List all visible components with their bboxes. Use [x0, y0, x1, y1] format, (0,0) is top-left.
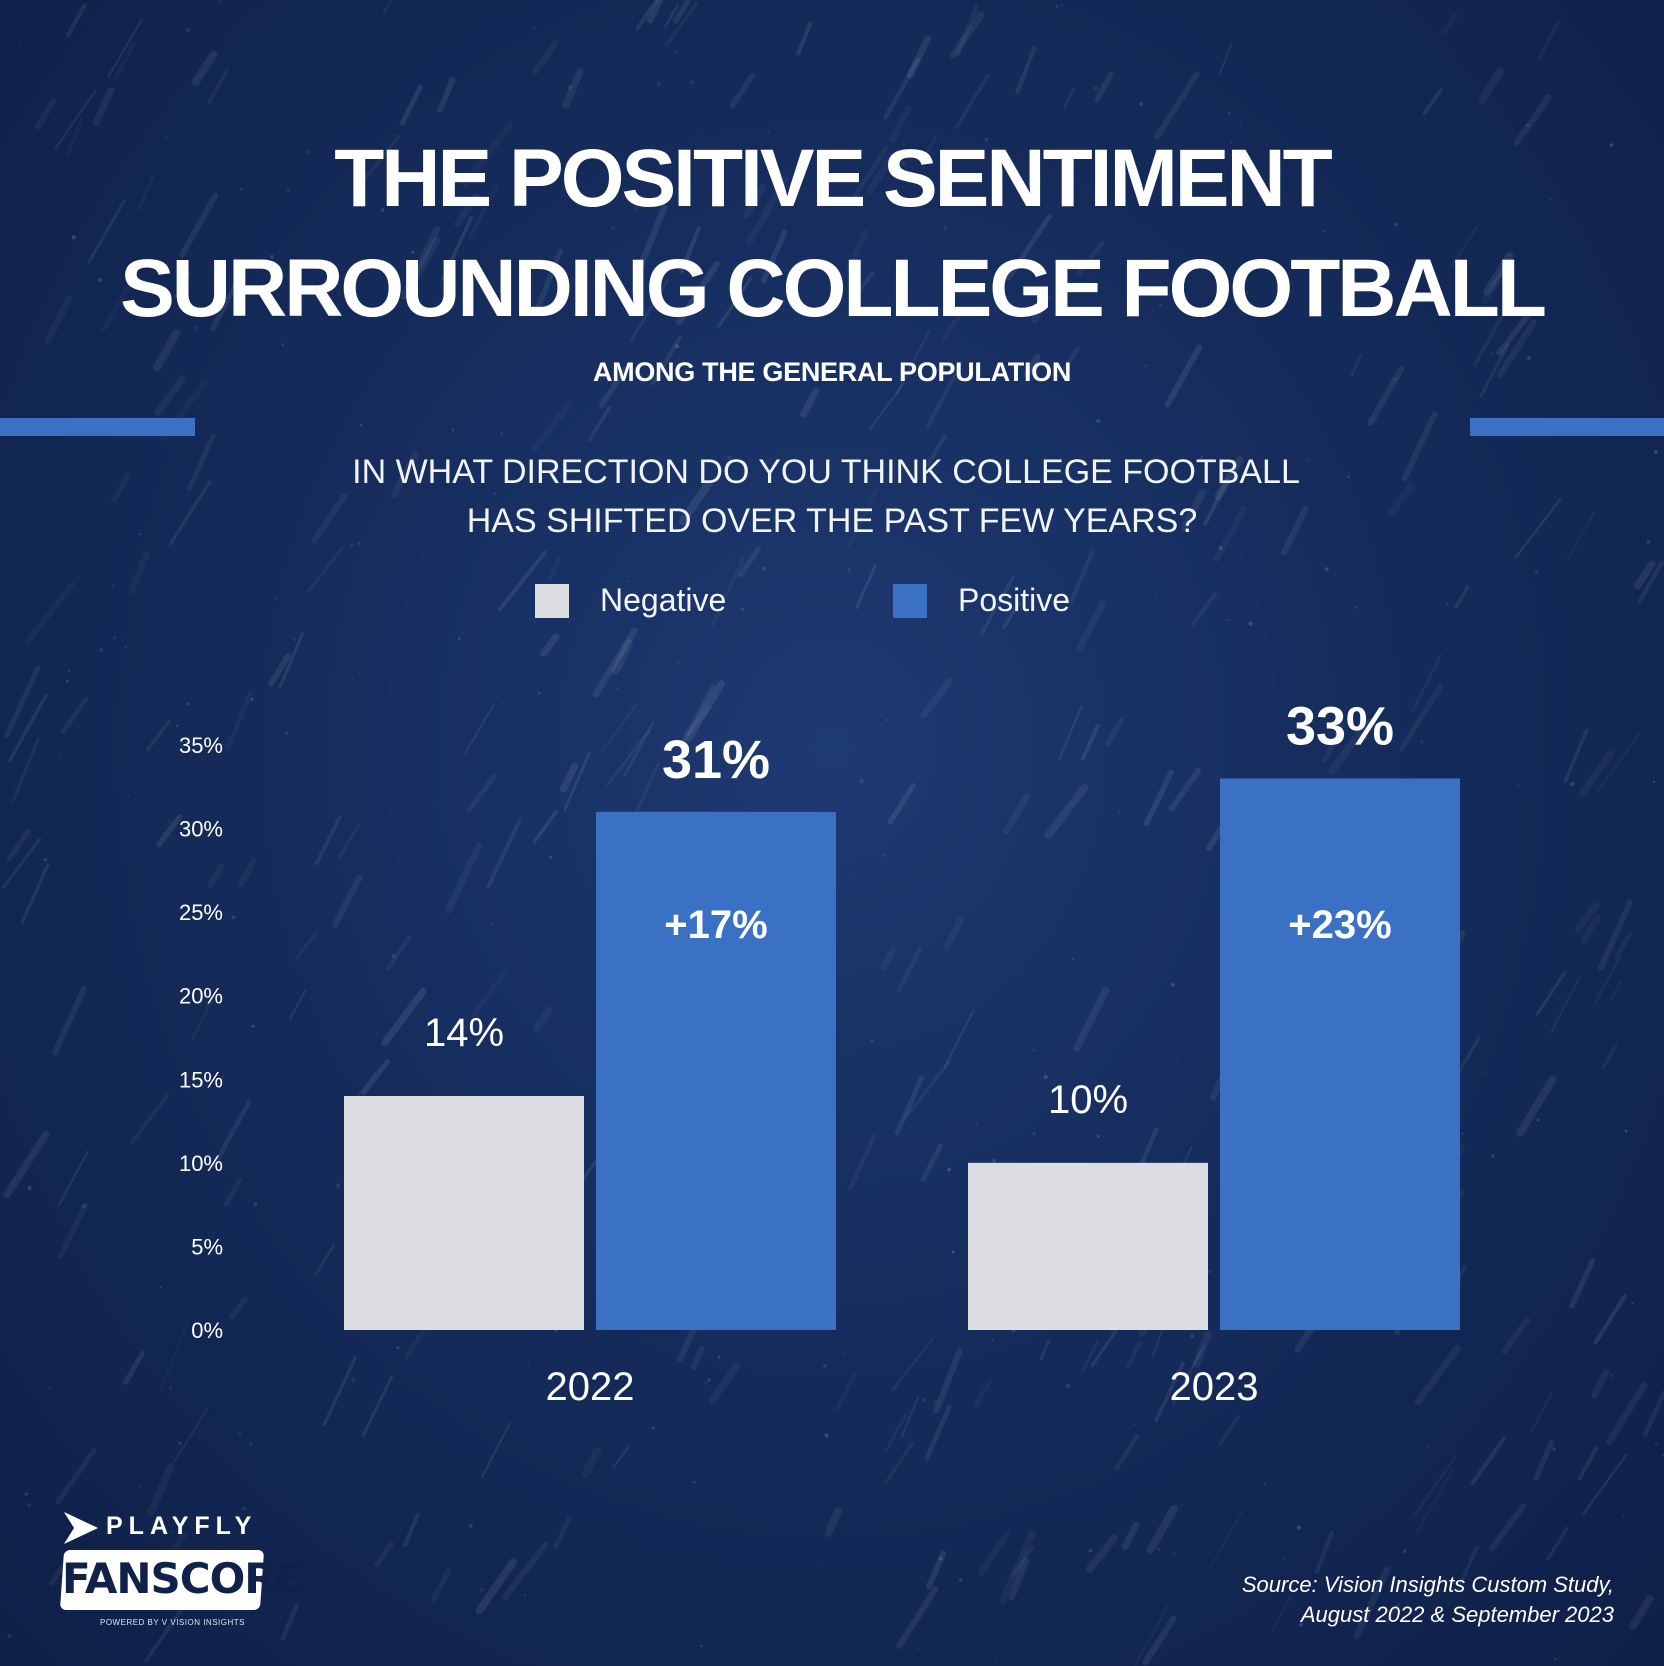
- divider-left: [0, 418, 195, 436]
- legend-swatch-negative: [535, 584, 569, 618]
- x-category-label: 2022: [546, 1365, 635, 1409]
- page-title-line-1: THE POSITIVE SENTIMENT: [334, 133, 1333, 224]
- y-tick-label: 20%: [179, 984, 223, 1009]
- data-label-positive-2022: 31%: [662, 730, 770, 790]
- y-tick-label: 25%: [179, 900, 223, 925]
- y-tick-label: 30%: [179, 817, 223, 842]
- logo-playfly-text: PLAYFLY: [106, 1512, 258, 1540]
- bar-negative-2023: [968, 1162, 1208, 1330]
- y-tick-label: 5%: [191, 1234, 223, 1259]
- source-note-line-2: August 2022 & September 2023: [1300, 1602, 1614, 1627]
- source-note-line-1: Source: Vision Insights Custom Study,: [1241, 1572, 1614, 1597]
- y-tick-label: 0%: [191, 1318, 223, 1343]
- playfly-fanscore-logo: PLAYFLY FANSCORE POWERED BY V VISION INS…: [59, 1510, 304, 1630]
- bar-positive-2023: [1220, 778, 1460, 1330]
- logo-fanscore-text: FANSCORE: [62, 1554, 304, 1603]
- logo-powered-by-text: POWERED BY V VISION INSIGHTS: [100, 1618, 245, 1627]
- data-label-negative-2022: 14%: [424, 1011, 504, 1055]
- divider-right: [1470, 418, 1664, 436]
- legend-label-positive: Positive: [958, 582, 1071, 618]
- data-label-negative-2023: 10%: [1048, 1078, 1128, 1122]
- page-subtitle: AMONG THE GENERAL POPULATION: [592, 357, 1072, 387]
- y-tick-label: 15%: [179, 1067, 223, 1092]
- bar-positive-2022: [596, 811, 836, 1330]
- y-tick-label: 10%: [179, 1151, 223, 1176]
- legend-label-negative: Negative: [600, 582, 727, 618]
- net-change-label-2022: +17%: [664, 903, 767, 947]
- question-line-1: IN WHAT DIRECTION DO YOU THINK COLLEGE F…: [352, 453, 1300, 491]
- bar-negative-2022: [344, 1096, 584, 1330]
- x-category-label: 2023: [1170, 1365, 1259, 1409]
- y-tick-label: 35%: [179, 733, 223, 758]
- playfly-arrow-icon: [64, 1512, 98, 1544]
- net-change-label-2023: +23%: [1288, 903, 1391, 947]
- data-label-positive-2023: 33%: [1286, 696, 1394, 756]
- legend-swatch-positive: [893, 584, 927, 618]
- question-line-2: HAS SHIFTED OVER THE PAST FEW YEARS?: [466, 502, 1198, 540]
- page-title-line-2: SURROUNDING COLLEGE FOOTBALL: [120, 243, 1547, 334]
